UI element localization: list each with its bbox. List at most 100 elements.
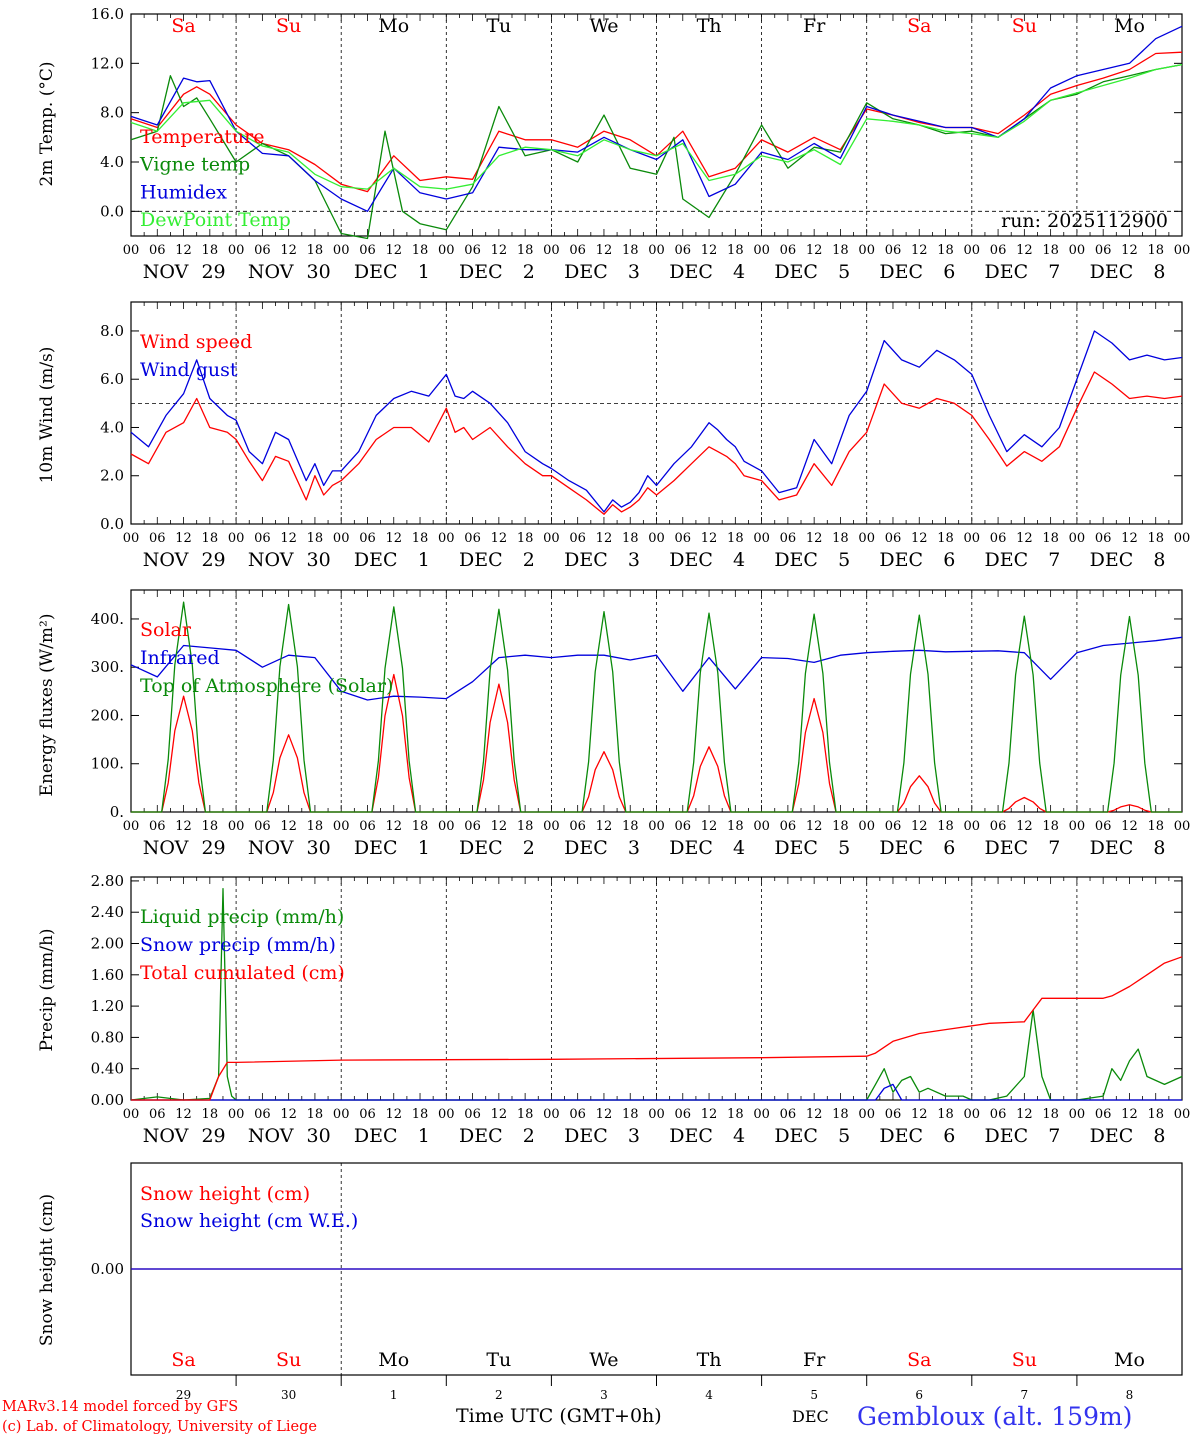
x-hour-label: 00: [543, 243, 560, 258]
x-date-label: DEC: [774, 837, 818, 859]
x-hour-label: 06: [569, 243, 586, 258]
x-date-label: DEC: [985, 1125, 1029, 1147]
x-hour-label: 06: [1095, 243, 1112, 258]
x-hour-label: 06: [464, 1107, 481, 1122]
day-number-label: 1: [390, 1388, 398, 1402]
x-hour-label: 12: [491, 531, 508, 546]
x-date-label: DEC: [669, 837, 713, 859]
x-hour-label: 06: [569, 819, 586, 834]
day-number-label: 29: [176, 1388, 191, 1402]
x-hour-label: 12: [175, 1107, 192, 1122]
x-hour-label: 06: [990, 1107, 1007, 1122]
legend-entry: Solar: [140, 619, 192, 641]
lab-credit: (c) Lab. of Climatology, University of L…: [2, 1419, 317, 1435]
x-hour-label: 18: [937, 819, 954, 834]
x-date-label: DEC: [354, 837, 398, 859]
x-hour-label: 00: [1069, 243, 1086, 258]
x-hour-label: 06: [149, 531, 166, 546]
x-hour-label: 12: [385, 243, 402, 258]
x-hour-label: 00: [228, 531, 245, 546]
y-axis-label: 10m Wind (m/s): [37, 347, 57, 484]
time-axis-label: Time UTC (GMT+0h): [456, 1405, 662, 1427]
x-hour-label: 18: [202, 819, 219, 834]
y-tick-label: 6.0: [100, 370, 124, 388]
y-tick-label: 0.: [110, 803, 124, 821]
x-hour-label: 00: [123, 243, 140, 258]
weekday-label: Tu: [486, 1349, 511, 1371]
series-line-top-of-atmosphere-solar-: [131, 601, 1182, 813]
series-line-wind-gust: [130, 330, 1183, 513]
x-hour-label: 00: [1069, 819, 1086, 834]
x-date-label: 29: [201, 261, 225, 283]
x-hour-label: 06: [780, 1107, 797, 1122]
x-hour-label: 00: [964, 243, 981, 258]
x-date-label: DEC: [564, 837, 608, 859]
weekday-label: We: [589, 1349, 618, 1371]
x-hour-label: 00: [1174, 1107, 1191, 1122]
x-hour-label: 18: [1042, 531, 1059, 546]
day-number-label: 8: [1126, 1388, 1134, 1402]
series-line-dewpoint-temp: [130, 63, 1183, 190]
x-hour-label: 12: [1121, 1107, 1138, 1122]
x-hour-label: 18: [727, 243, 744, 258]
x-hour-label: 18: [1147, 1107, 1164, 1122]
series-line-wind-speed: [130, 371, 1183, 515]
y-axis-label: Precip (mm/h): [37, 928, 57, 1051]
x-hour-label: 06: [149, 1107, 166, 1122]
x-hour-label: 00: [753, 531, 770, 546]
x-hour-label: 12: [911, 243, 928, 258]
x-hour-label: 06: [1095, 531, 1112, 546]
x-date-label: DEC: [879, 261, 923, 283]
x-hour-label: 18: [832, 819, 849, 834]
x-hour-label: 00: [123, 1107, 140, 1122]
x-hour-label: 18: [412, 1107, 429, 1122]
x-hour-label: 00: [858, 819, 875, 834]
x-hour-label: 18: [832, 243, 849, 258]
x-hour-label: 00: [964, 1107, 981, 1122]
x-date-label: 30: [307, 261, 331, 283]
x-hour-label: 00: [123, 819, 140, 834]
x-date-label: 3: [628, 837, 640, 859]
weekday-label: We: [589, 15, 618, 37]
x-date-label: 6: [943, 261, 955, 283]
x-hour-label: 00: [753, 243, 770, 258]
panel-2: [130, 301, 1183, 525]
x-hour-label: 00: [1069, 1107, 1086, 1122]
weekday-label: Su: [1012, 15, 1037, 37]
x-hour-label: 00: [1174, 243, 1191, 258]
month-label: DEC: [792, 1407, 829, 1426]
x-hour-label: 06: [780, 819, 797, 834]
x-hour-label: 18: [202, 243, 219, 258]
x-hour-label: 06: [675, 1107, 692, 1122]
x-date-label: 4: [733, 549, 745, 571]
x-hour-label: 12: [1121, 819, 1138, 834]
x-hour-label: 18: [937, 531, 954, 546]
y-tick-label: 1.20: [91, 997, 124, 1015]
x-hour-label: 18: [412, 243, 429, 258]
x-hour-label: 06: [1095, 819, 1112, 834]
x-hour-label: 18: [727, 531, 744, 546]
series-line-temperature: [130, 51, 1183, 193]
x-hour-label: 12: [280, 819, 297, 834]
x-hour-label: 18: [517, 819, 534, 834]
x-date-label: 6: [943, 837, 955, 859]
x-hour-label: 12: [806, 531, 823, 546]
weekday-label: Su: [1012, 1349, 1037, 1371]
x-hour-label: 00: [753, 1107, 770, 1122]
x-hour-label: 00: [438, 531, 455, 546]
x-hour-label: 12: [491, 243, 508, 258]
weekday-label: Sa: [171, 15, 195, 37]
day-number-label: 5: [810, 1388, 818, 1402]
y-tick-label: 300.: [91, 658, 124, 676]
y-tick-label: 2.40: [91, 903, 124, 921]
x-hour-label: 18: [1147, 819, 1164, 834]
x-date-label: 30: [307, 549, 331, 571]
x-date-label: DEC: [669, 1125, 713, 1147]
y-tick-label: 0.80: [91, 1028, 124, 1046]
x-hour-label: 18: [937, 1107, 954, 1122]
x-hour-label: 00: [648, 243, 665, 258]
x-hour-label: 18: [412, 819, 429, 834]
x-hour-label: 00: [228, 243, 245, 258]
x-date-label: DEC: [354, 1125, 398, 1147]
x-hour-label: 06: [359, 243, 376, 258]
